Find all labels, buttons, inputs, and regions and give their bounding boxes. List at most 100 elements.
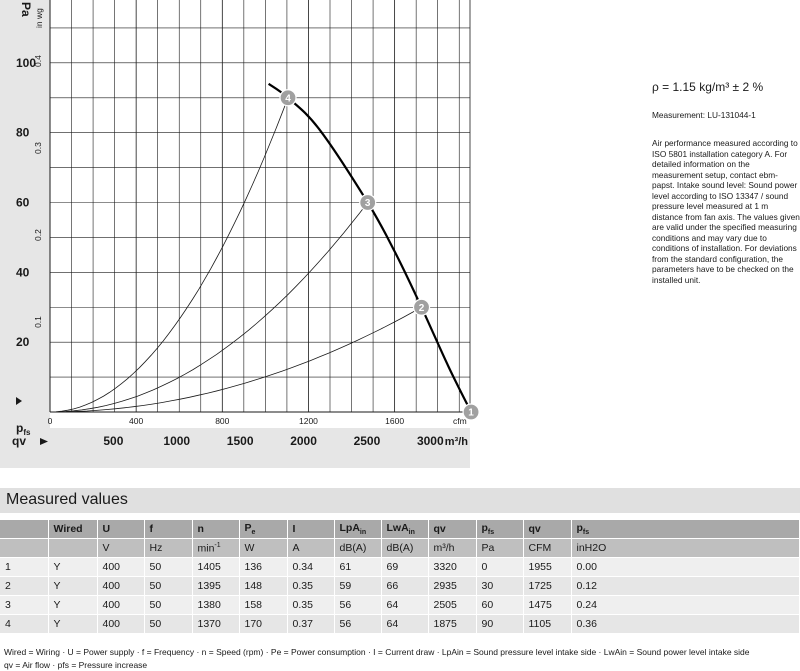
system-curve-2 (49, 306, 422, 413)
operating-point-marker (359, 193, 377, 212)
table-cell: 50 (144, 595, 193, 615)
table-cell: 64 (381, 595, 429, 615)
table-cell: 400 (97, 595, 145, 615)
table-cell: 1105 (523, 614, 572, 634)
table-cell: 59 (334, 576, 382, 596)
operating-points: 1 2 3 4 (279, 89, 480, 421)
y-tick-inwg: 0.1 (33, 316, 43, 328)
air-density: ρ = 1.15 kg/m³ ± 2 % (652, 80, 764, 94)
operating-point-4: 4 (279, 89, 297, 107)
system-curve-4 (49, 97, 289, 413)
measurement-id: Measurement: LU-131044-1 (652, 110, 756, 120)
operating-point-label: 3 (365, 198, 371, 209)
y-axis-label-pa: Pa (19, 2, 33, 17)
column-header: LpAin (334, 520, 382, 539)
table-cell: 4 (0, 614, 49, 634)
table-cell: 0.24 (571, 595, 800, 615)
column-header: pfs (571, 520, 800, 539)
operating-point-marker (412, 298, 431, 316)
unit-cell (0, 538, 49, 558)
column-header: LwAin (381, 520, 429, 539)
column-header: qv (523, 520, 572, 539)
unit-cell: inH2O (571, 538, 800, 558)
table-cell: 1955 (523, 557, 572, 577)
unit-cell: min-1 (192, 538, 240, 558)
x-tick-m3h: 3000 (417, 434, 444, 448)
legend-abbreviations: Wired = Wiring · U = Power supply · f = … (4, 647, 750, 657)
x-tick-m3h: 2500 (354, 434, 381, 448)
table-cell: 1725 (523, 576, 572, 596)
table-cell: 1 (0, 557, 49, 577)
column-header: Wired (48, 520, 98, 539)
operating-point-label: 1 (468, 408, 474, 419)
table-cell: 1405 (192, 557, 240, 577)
table-cell: 69 (381, 557, 429, 577)
table-cell: 0.12 (571, 576, 800, 596)
axis-bands (0, 0, 470, 468)
table-cell: Y (48, 614, 98, 634)
system-curve-3 (49, 202, 369, 413)
table-cell: 3 (0, 595, 49, 615)
x-axis-unit-cfm: cfm (453, 416, 467, 426)
unit-cell: Pa (476, 538, 524, 558)
unit-cell: dB(A) (381, 538, 429, 558)
x-tick-cfm: 0 (48, 416, 53, 426)
table-cell: 1475 (523, 595, 572, 615)
operating-point-marker (462, 403, 480, 421)
table-cell: 0.35 (287, 576, 335, 596)
table-cell: 1875 (428, 614, 477, 634)
x-axis-unit-m3h: m³/h (445, 436, 469, 448)
x-tick-cfm: 800 (215, 416, 229, 426)
table-cell: 3320 (428, 557, 477, 577)
x-tick-m3h: 500 (103, 434, 123, 448)
bottom-axis-band (0, 428, 470, 468)
y-tick-pa: 20 (16, 335, 30, 349)
x-tick-cfm: 1600 (385, 416, 404, 426)
table-cell: Y (48, 595, 98, 615)
unit-cell: dB(A) (334, 538, 382, 558)
x-tick-m3h: 1500 (227, 434, 254, 448)
y-tick-pa: 60 (16, 196, 30, 210)
table-cell: 0.00 (571, 557, 800, 577)
y-axis-arrow-icon (16, 397, 22, 405)
table-cell: 64 (381, 614, 429, 634)
measurement-note: Air performance measured according to IS… (652, 138, 800, 285)
column-header: I (287, 520, 335, 539)
unit-cell (48, 538, 98, 558)
column-header: f (144, 520, 193, 539)
table-cell: 66 (381, 576, 429, 596)
column-header: Pe (239, 520, 288, 539)
table-cell: 136 (239, 557, 288, 577)
y-tick-inwg: 0.4 (33, 55, 43, 67)
table-cell: 30 (476, 576, 524, 596)
y-axis-label-inwg: in wg (34, 8, 44, 28)
table-cell: 0.35 (287, 595, 335, 615)
table-cell: 50 (144, 576, 193, 596)
table-row: 3 Y 400 50 1380 158 0.35 56 64 2505 60 1475 0.24 (0, 595, 800, 615)
table-cell: 158 (239, 595, 288, 615)
plot-area (50, 0, 470, 412)
unit-cell: Hz (144, 538, 193, 558)
measurement-info: ρ = 1.15 kg/m³ ± 2 % Measurement: LU-131… (652, 80, 800, 285)
operating-point-2: 2 (412, 298, 431, 316)
table-cell: 0 (476, 557, 524, 577)
table-cell: 61 (334, 557, 382, 577)
operating-point-1: 1 (462, 403, 480, 421)
operating-point-marker (279, 89, 297, 107)
table-cell: 400 (97, 557, 145, 577)
unit-cell: V (97, 538, 145, 558)
table-cell: 400 (97, 576, 145, 596)
unit-cell: m³/h (428, 538, 477, 558)
table-cell: 90 (476, 614, 524, 634)
table-row: 2 Y 400 50 1395 148 0.35 59 66 2935 30 1725 0.12 (0, 576, 800, 596)
unit-cell: A (287, 538, 335, 558)
table-cell: 56 (334, 595, 382, 615)
table-cell: Y (48, 557, 98, 577)
y-tick-pa: 40 (16, 265, 30, 279)
x-axis-arrow-icon (40, 438, 48, 445)
column-header: pfs (476, 520, 524, 539)
y-tick-inwg: 0.3 (33, 142, 43, 154)
table-cell: 1395 (192, 576, 240, 596)
